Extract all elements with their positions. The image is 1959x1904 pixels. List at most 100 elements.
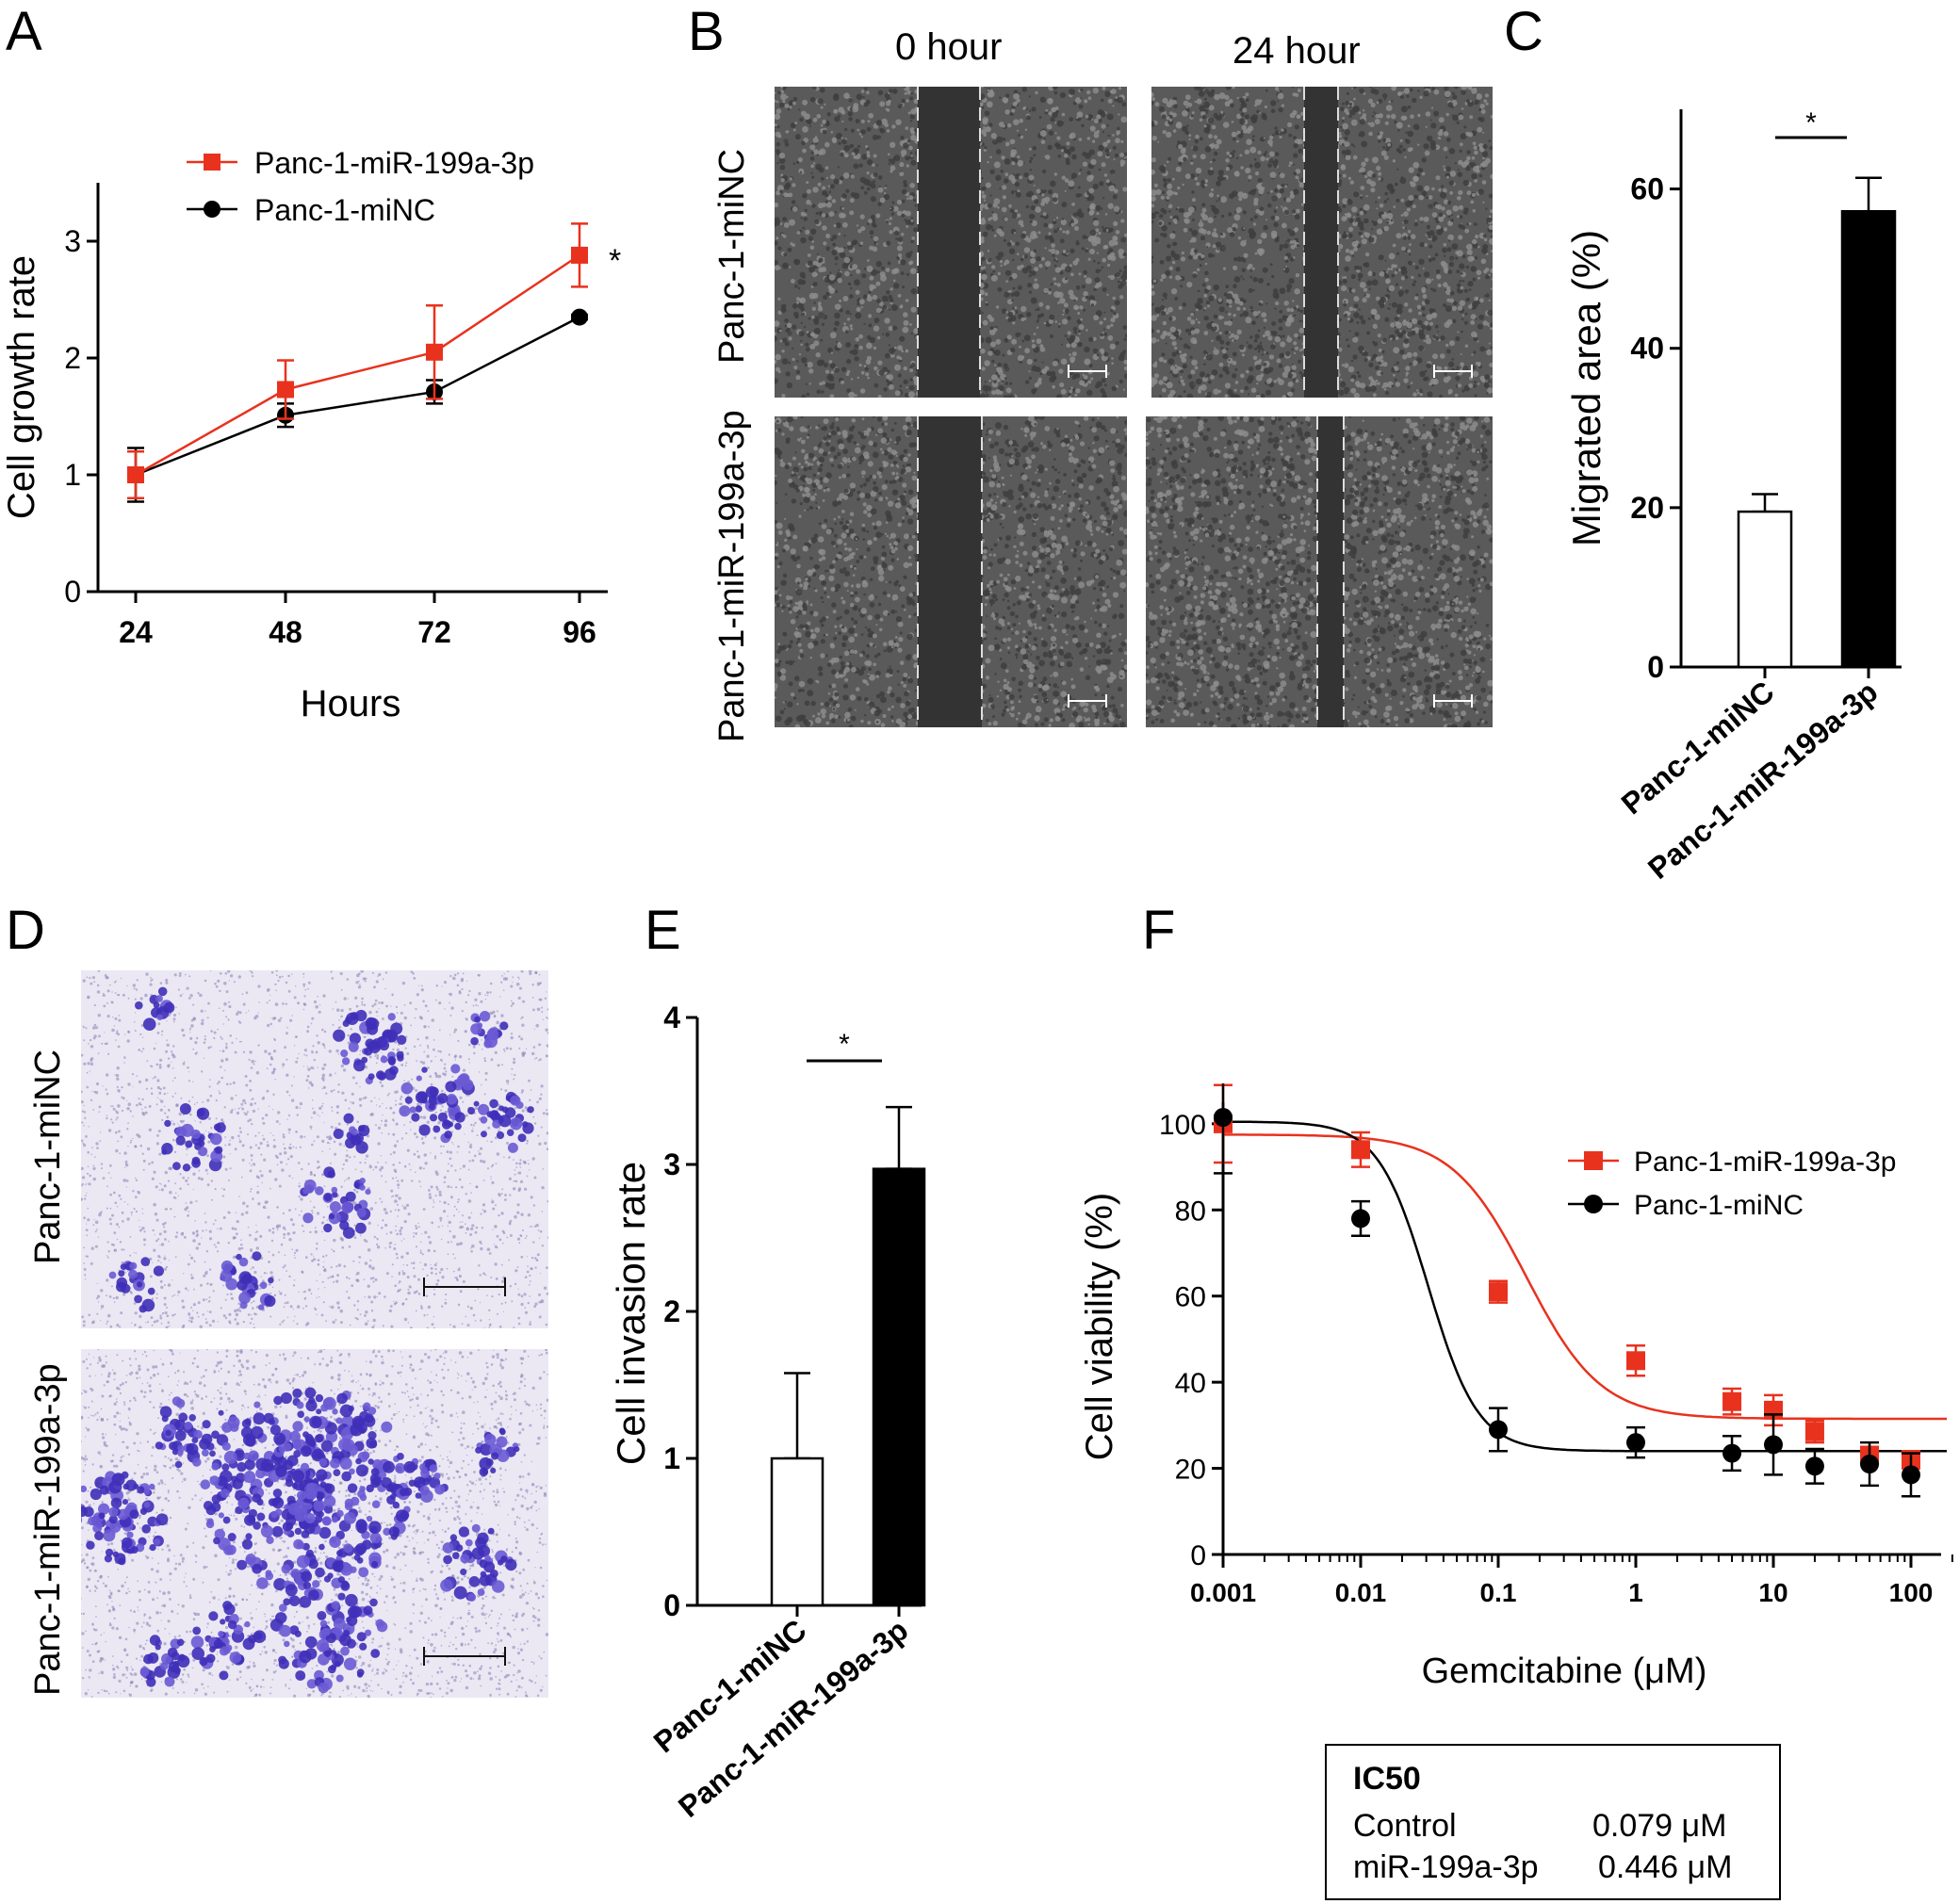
y-tick-label-c: 60 (1630, 172, 1664, 206)
x-tick-label-f: 0.001 (1190, 1578, 1256, 1607)
bar-c (1737, 510, 1793, 669)
data-point-f (1722, 1443, 1742, 1463)
significance-star-c: * (1805, 107, 1817, 138)
data-point-f (1489, 1420, 1508, 1440)
y-tick-label-a: 0 (64, 575, 81, 609)
data-point-f (1626, 1351, 1645, 1371)
fit-curve-f (1223, 1133, 1947, 1421)
invasion-image-nc (81, 970, 548, 1328)
data-point-a (571, 246, 588, 264)
data-point-a (571, 308, 588, 326)
x-axis-label-f: Gemcitabine (μM) (1422, 1652, 1707, 1691)
y-tick-label-a: 3 (64, 224, 81, 258)
panel-letter-b: B (688, 1, 725, 62)
scratch-image-nc-24h (1151, 87, 1493, 398)
scratch-image-mir-0h (775, 416, 1127, 727)
data-point-f (1860, 1455, 1880, 1473)
significance-star-e: * (839, 1029, 850, 1060)
x-tick-label-a: 48 (269, 615, 302, 649)
legend-label-f: Panc-1-miNC (1634, 1190, 1804, 1221)
panel-letter-c: C (1504, 1, 1543, 62)
x-tick-label-a: 72 (417, 615, 451, 649)
panel-letter-a: A (6, 1, 42, 62)
invasion-row-label-nc: Panc-1-miNC (28, 1049, 68, 1264)
data-point-f (1626, 1433, 1645, 1453)
ic50-title: IC50 (1353, 1761, 1421, 1797)
chart-f-viability: 0 20 40 60 80 100 0.001 0.01 0.1 1 10 100 Gemcitabin… (1079, 1083, 1953, 1691)
data-point-f (1351, 1209, 1370, 1229)
y-tick-label-a: 2 (64, 341, 81, 375)
x-tick-label-f: 10 (1758, 1578, 1788, 1607)
ic50-table: IC50 Control 0.079 μM miR-199a-3p 0.446 … (1325, 1744, 1781, 1900)
panel-letter-d: D (6, 900, 45, 961)
bar-e (872, 1167, 926, 1607)
data-point-f (1722, 1391, 1742, 1411)
ic50-control-value: 0.079 μM (1592, 1808, 1727, 1844)
invasion-row-label-mir: Panc-1-miR-199a-3p (28, 1363, 68, 1696)
x-tick-label-f: 0.01 (1335, 1578, 1387, 1607)
data-point-f (1214, 1108, 1233, 1127)
scratch-image-nc-0h (775, 87, 1127, 398)
legend-marker-a (204, 154, 220, 171)
x-axis-label-a: Hours (301, 683, 401, 724)
y-axis-label-f: Cell viability (%) (1079, 1193, 1120, 1461)
data-point-a (127, 466, 144, 483)
y-tick-label-c: 0 (1647, 650, 1664, 684)
data-point-f (1764, 1435, 1783, 1455)
scratch-header-0-hour: 0 hour (895, 26, 1003, 68)
invasion-image-mir (81, 1349, 548, 1698)
y-axis-label-c: Migrated area (%) (1564, 230, 1608, 546)
data-point-f (1902, 1465, 1920, 1485)
ic50-mir-value: 0.446 μM (1598, 1849, 1733, 1885)
data-point-a (426, 343, 443, 361)
significance-star-a: * (609, 243, 621, 279)
bar-c (1840, 210, 1897, 669)
y-tick-label-c: 40 (1630, 332, 1664, 366)
data-point-f (1351, 1140, 1370, 1160)
panel-letter-e: E (645, 900, 681, 961)
y-tick-label-c: 20 (1630, 491, 1664, 525)
y-tick-label-f: 100 (1159, 1110, 1206, 1141)
y-tick-label-e: 2 (663, 1294, 680, 1328)
error-bar-c (1752, 493, 1778, 513)
legend-label-f: Panc-1-miR-199a-3p (1634, 1147, 1896, 1178)
y-tick-label-f: 60 (1175, 1282, 1206, 1313)
data-point-f (1804, 1422, 1824, 1441)
legend-label-a: Panc-1-miNC (254, 193, 435, 227)
x-tick-label-a: 96 (563, 615, 596, 649)
y-tick-label-e: 4 (663, 1001, 680, 1034)
y-tick-label-e: 0 (663, 1588, 680, 1622)
scratch-image-mir-24h (1146, 416, 1493, 727)
legend-label-a: Panc-1-miR-199a-3p (254, 146, 534, 180)
series-line-a (135, 253, 580, 477)
error-bar-c (1855, 176, 1882, 213)
ic50-control-label: Control (1353, 1808, 1457, 1844)
error-bar-e (784, 1372, 810, 1460)
series-line-a (135, 316, 580, 477)
scratch-header-24-hour: 24 hour (1233, 30, 1361, 72)
y-tick-label-f: 80 (1175, 1196, 1206, 1227)
y-tick-label-f: 40 (1175, 1368, 1206, 1399)
chart-a-growth: 0 1 2 3 24 48 72 96 Hours Cell growth rate Panc-1-… (1, 146, 621, 724)
y-tick-label-e: 1 (663, 1441, 680, 1475)
error-bar-e (886, 1105, 912, 1170)
x-tick-label-f: 100 (1889, 1578, 1934, 1607)
scratch-row-label-mir: Panc-1-miR-199a-3p (712, 410, 752, 742)
bar-e (770, 1456, 824, 1607)
data-point-a (277, 381, 294, 399)
y-tick-label-f: 20 (1175, 1455, 1206, 1486)
x-tick-label-a: 24 (119, 615, 153, 649)
legend-marker-a (204, 201, 220, 218)
y-tick-label-a: 1 (64, 458, 81, 492)
y-axis-label-a: Cell growth rate (1, 255, 42, 519)
scratch-row-label-nc: Panc-1-miNC (712, 148, 752, 364)
data-point-f (1489, 1282, 1508, 1302)
data-point-f (1804, 1456, 1824, 1476)
x-tick-label-f: 1 (1628, 1578, 1643, 1607)
y-axis-label-e: Cell invasion rate (609, 1162, 653, 1465)
legend-marker-f (1584, 1195, 1603, 1213)
y-tick-label-e: 3 (663, 1147, 680, 1181)
y-tick-label-f: 0 (1190, 1540, 1206, 1571)
